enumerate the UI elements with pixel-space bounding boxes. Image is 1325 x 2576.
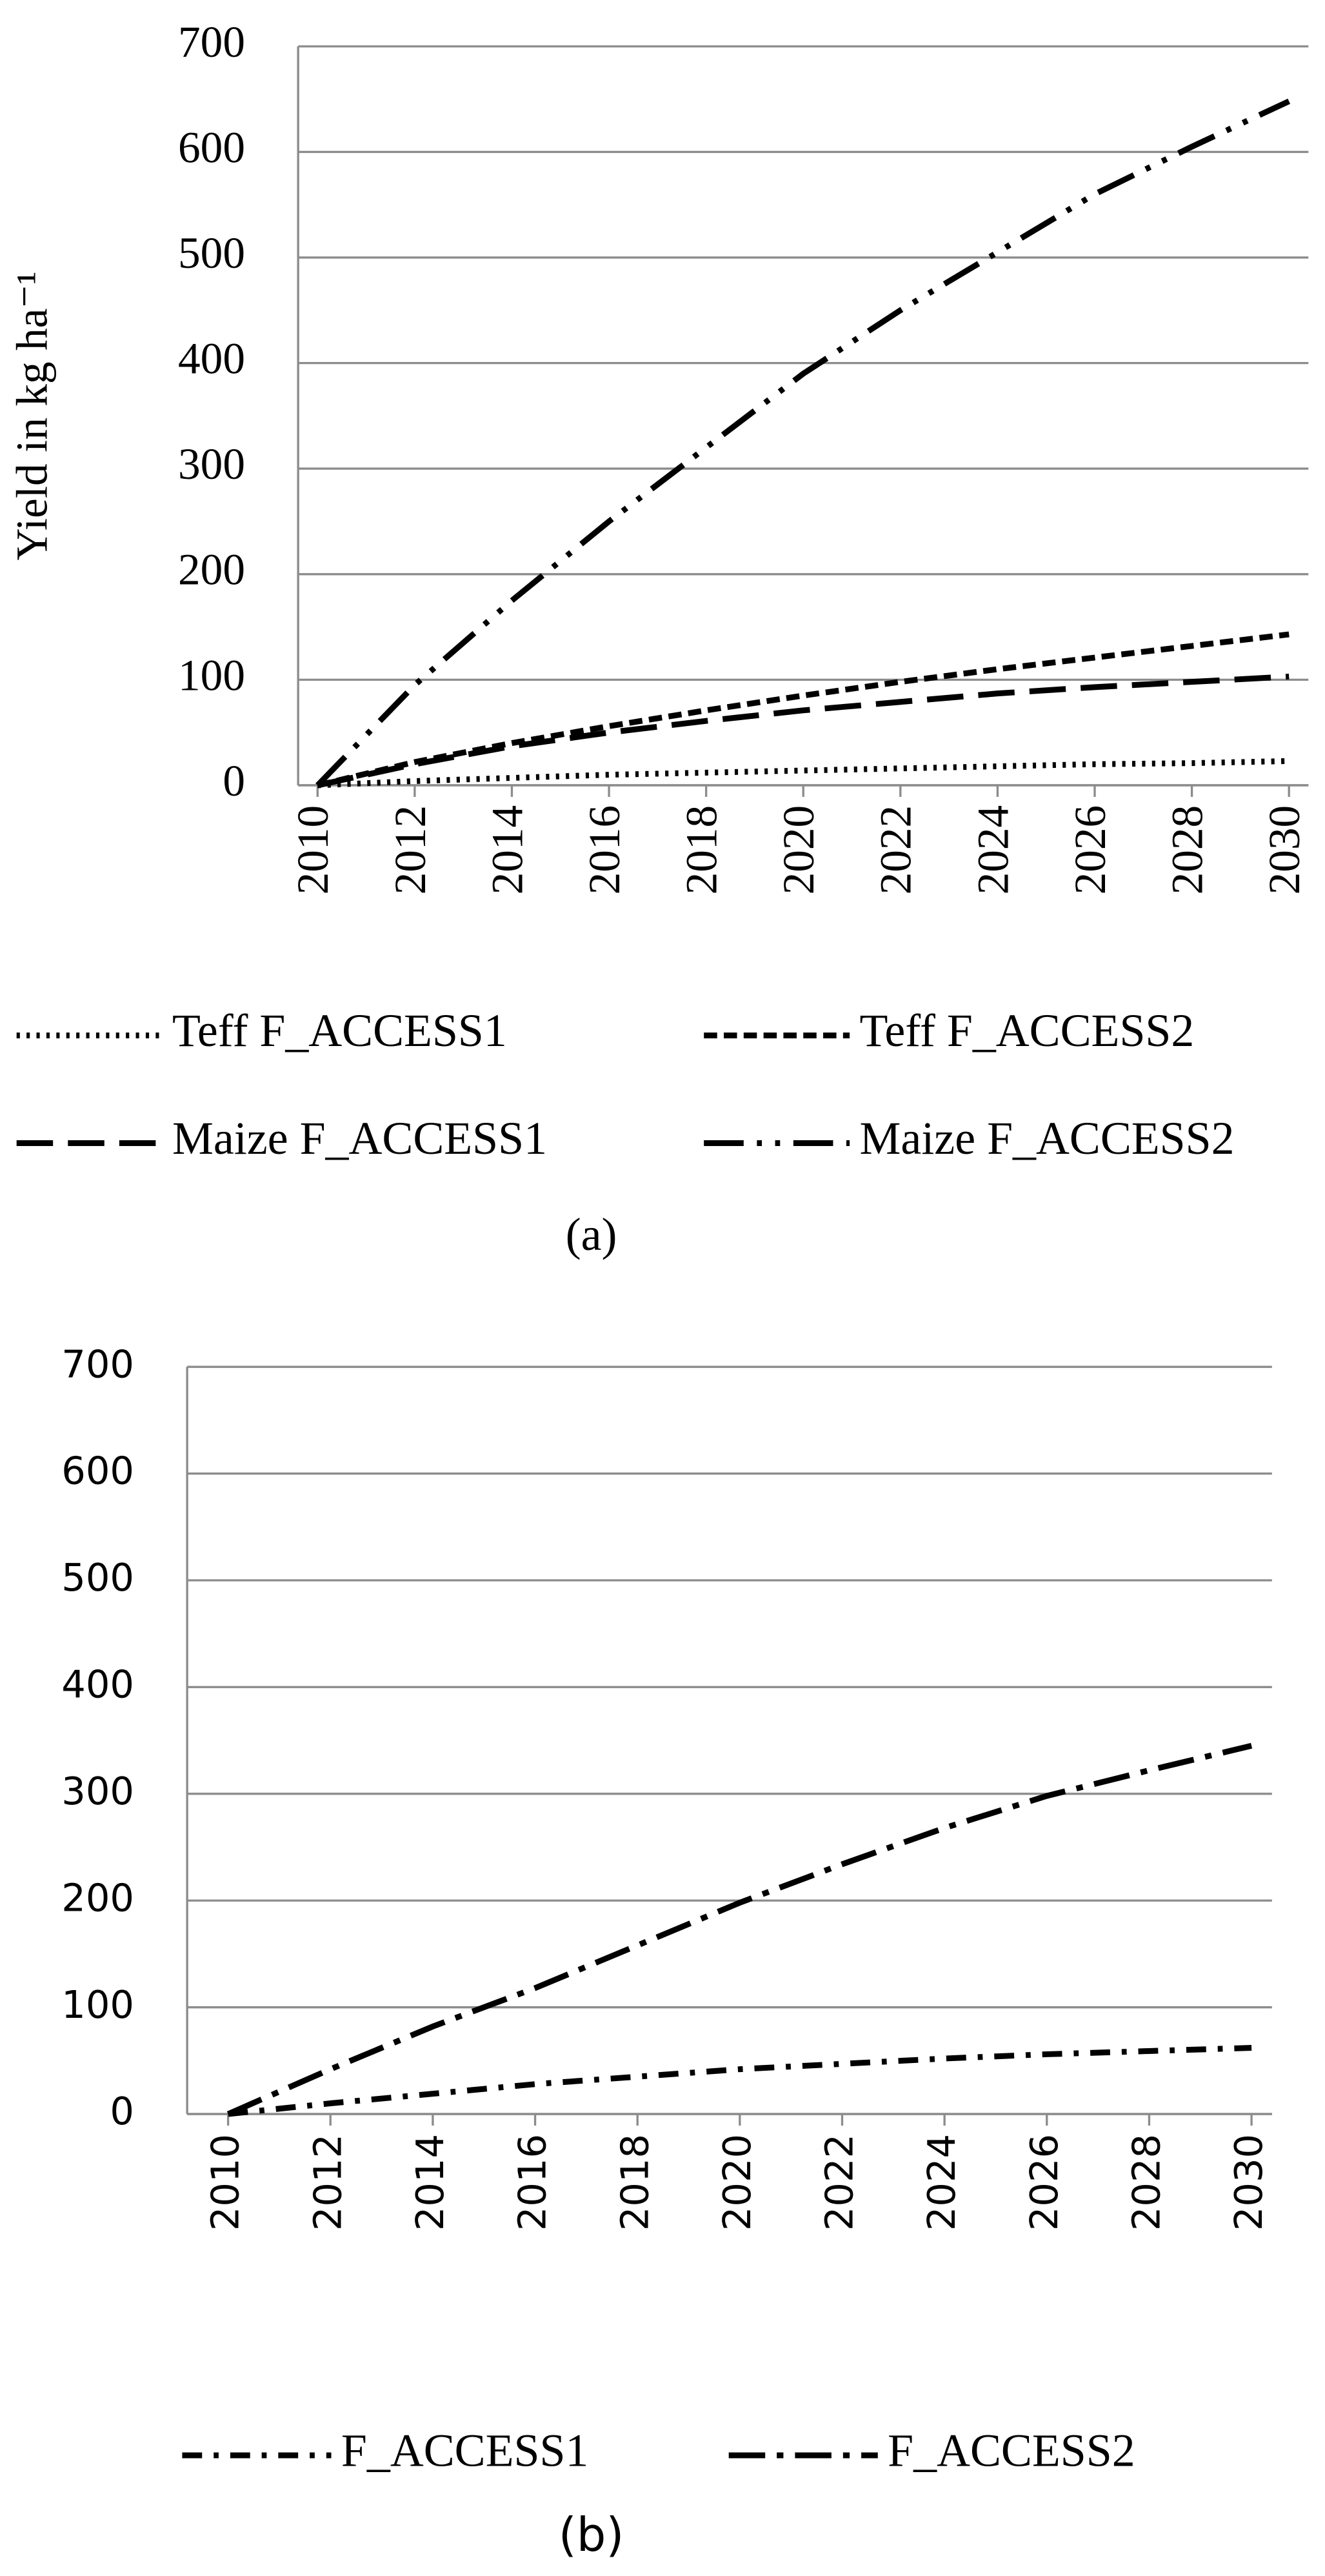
caption: (a) xyxy=(566,1209,617,1260)
x-tick-label: 2018 xyxy=(612,2134,657,2231)
x-tick-label: 2014 xyxy=(482,805,532,895)
x-tick-label: 2018 xyxy=(677,805,726,895)
x-tick-label: 2012 xyxy=(305,2134,350,2231)
legend-label: Maize F_ACCESS1 xyxy=(172,1112,547,1164)
y-tick-label: 100 xyxy=(178,650,245,699)
y-tick-label: 200 xyxy=(178,545,245,594)
series-line xyxy=(315,98,1291,788)
legend-label: Teff F_ACCESS2 xyxy=(860,1005,1195,1056)
x-tick-label: 2010 xyxy=(288,805,337,895)
y-tick-label: 700 xyxy=(61,1342,134,1386)
y-tick-label: 500 xyxy=(61,1555,134,1600)
y-tick-label: 0 xyxy=(110,2089,134,2133)
x-tick-label: 2024 xyxy=(968,805,1017,895)
legend-label: F_ACCESS1 xyxy=(341,2424,589,2476)
x-tick-label: 2028 xyxy=(1162,805,1212,895)
x-tick-label: 2016 xyxy=(579,805,629,895)
y-tick-label: 500 xyxy=(178,228,245,277)
series-line xyxy=(226,1743,1253,2117)
legend-label: F_ACCESS2 xyxy=(888,2424,1135,2476)
x-tick-label: 2016 xyxy=(510,2134,555,2231)
y-tick-label: 600 xyxy=(61,1449,134,1493)
y-tick-label: 0 xyxy=(223,756,245,805)
y-tick-label: 600 xyxy=(178,122,245,172)
y-tick-label: 100 xyxy=(61,1982,134,2027)
x-tick-label: 2026 xyxy=(1022,2134,1066,2231)
x-tick-label: 2014 xyxy=(408,2134,452,2231)
y-tick-label: 400 xyxy=(178,334,245,383)
series-line xyxy=(317,673,1290,789)
y-tick-label: 700 xyxy=(178,17,245,66)
y-tick-label: 400 xyxy=(61,1662,134,1707)
x-tick-label: 2030 xyxy=(1259,805,1309,895)
legend-label: Teff F_ACCESS1 xyxy=(172,1005,507,1056)
y-tick-label: 200 xyxy=(61,1875,134,1920)
y-tick-label: 300 xyxy=(178,439,245,488)
legend-label: Maize F_ACCESS2 xyxy=(860,1112,1235,1164)
x-tick-label: 2024 xyxy=(919,2134,964,2231)
x-tick-label: 2020 xyxy=(773,805,823,895)
y-tick-label: 300 xyxy=(61,1769,134,1813)
series-line xyxy=(228,2045,1252,2117)
x-tick-label: 2010 xyxy=(203,2134,248,2231)
x-tick-label: 2020 xyxy=(715,2134,759,2231)
x-tick-label: 2030 xyxy=(1226,2134,1271,2231)
x-tick-label: 2022 xyxy=(817,2134,862,2231)
x-tick-label: 2022 xyxy=(871,805,921,895)
caption: (b) xyxy=(559,2508,624,2562)
x-tick-label: 2028 xyxy=(1124,2134,1169,2231)
y-axis-label: Yield in kg ha⁻¹ xyxy=(6,271,56,560)
x-tick-label: 2012 xyxy=(385,805,435,895)
series-line xyxy=(317,758,1290,789)
x-tick-label: 2026 xyxy=(1065,805,1115,895)
